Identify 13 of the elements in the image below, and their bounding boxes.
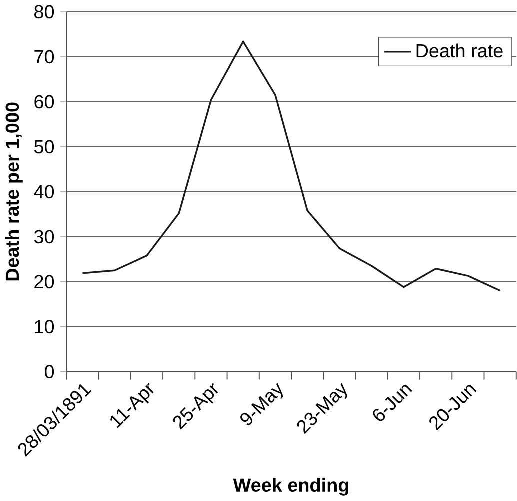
y-tick-label: 60: [34, 95, 54, 109]
legend-label: Death rate: [416, 44, 503, 58]
y-tick-label: 30: [34, 230, 54, 244]
y-tick-label: 0: [45, 365, 54, 379]
y-tick-label: 70: [34, 50, 54, 64]
y-tick-label: 10: [35, 320, 54, 334]
x-axis-title: Week ending: [233, 478, 348, 496]
line-series: [82, 40, 502, 292]
y-tick-label: 50: [34, 140, 54, 154]
y-tick-label: 20: [34, 275, 54, 289]
y-tick-label: 80: [34, 5, 54, 19]
y-axis-title: Death rate per 1,000: [5, 102, 23, 281]
y-tick-label: 40: [34, 185, 54, 199]
